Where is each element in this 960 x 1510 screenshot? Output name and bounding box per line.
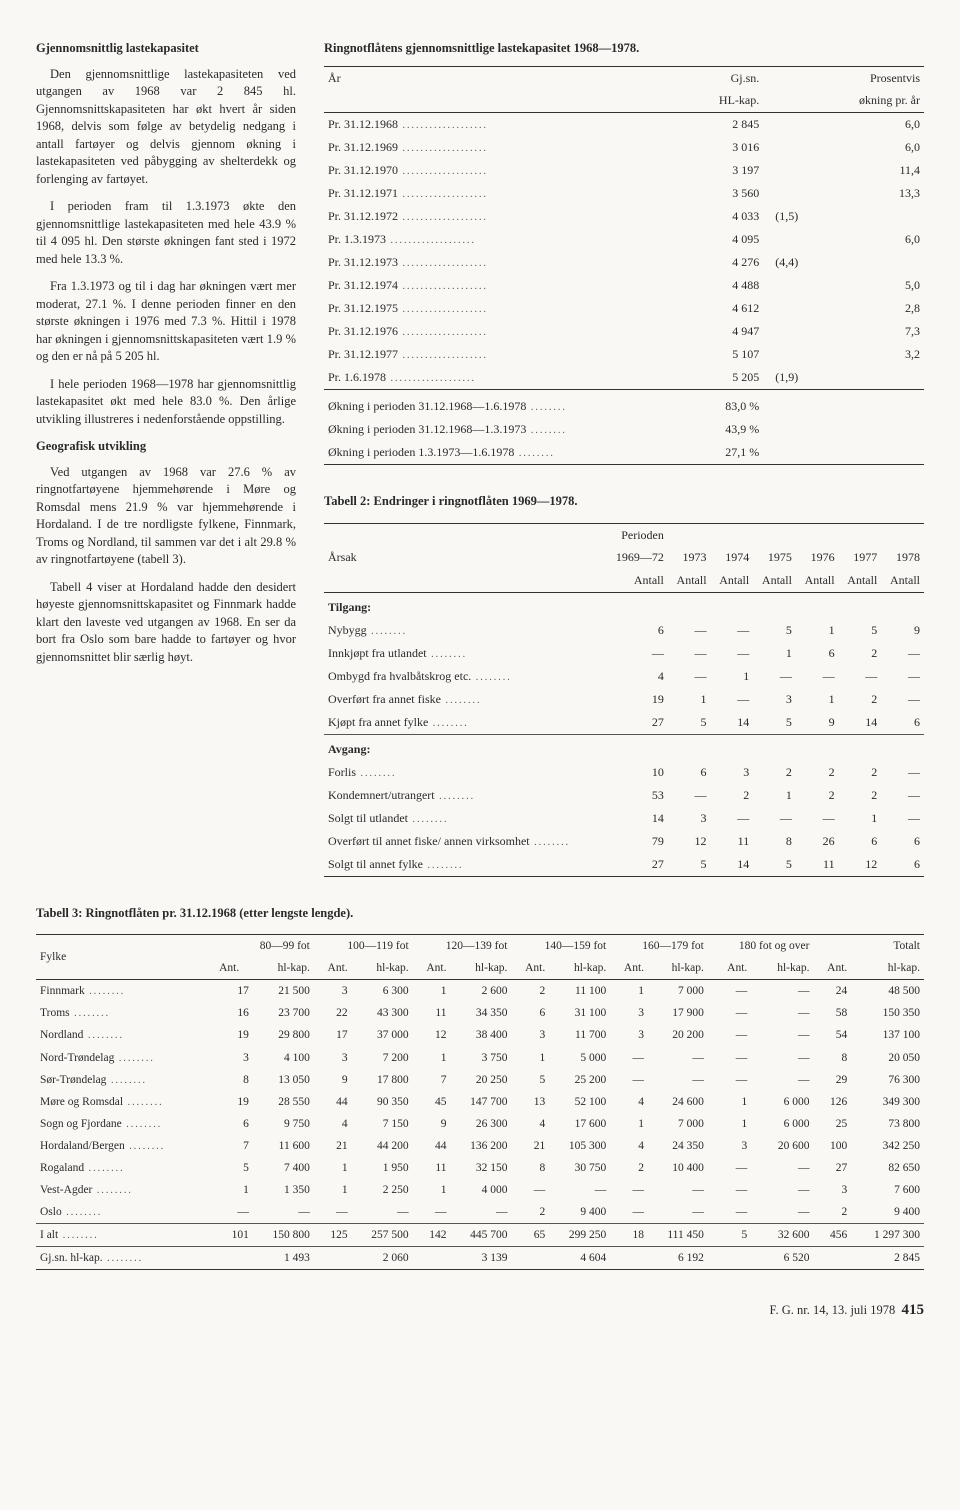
- body-text-column: Gjennomsnittlig lastekapasitet Den gjenn…: [36, 40, 296, 877]
- table-row: Pr. 31.12.19754 6122,8: [324, 297, 924, 320]
- paragraph: Fra 1.3.1973 og til i dag har økningen v…: [36, 278, 296, 366]
- page-footer: F. G. nr. 14, 13. juli 1978 415: [36, 1300, 924, 1321]
- paragraph: Den gjennomsnittlige lastekapasiteten ve…: [36, 66, 296, 189]
- table-row: Solgt til annet fylke27514511126: [324, 853, 924, 877]
- table-row: Pr. 31.12.19724 033(1,5): [324, 205, 924, 228]
- table1-title: Ringnotflåtens gjennomsnittlige lastekap…: [324, 40, 924, 58]
- table-row: Sogn og Fjordane69 75047 150926 300417 6…: [36, 1113, 924, 1135]
- table-row: Økning i perioden 1.3.1973—1.6.197827,1 …: [324, 441, 924, 465]
- table-row: Pr. 1.6.19785 205(1,9): [324, 366, 924, 390]
- table-row: Kjøpt fra annet fylke2751459146: [324, 711, 924, 735]
- table-row: Forlis1063222—: [324, 761, 924, 784]
- table-row: Pr. 31.12.19713 56013,3: [324, 182, 924, 205]
- table-row: Nordland1929 8001737 0001238 400311 7003…: [36, 1024, 924, 1046]
- table-row: Vest-Agder11 35012 25014 000——————37 600: [36, 1179, 924, 1201]
- table-row: Sør-Trøndelag813 050917 800720 250525 20…: [36, 1069, 924, 1091]
- table-row: Pr. 31.12.19693 0166,0: [324, 136, 924, 159]
- table-row: Pr. 31.12.19764 9477,3: [324, 320, 924, 343]
- table-row: Økning i perioden 31.12.1968—1.6.197883,…: [324, 390, 924, 419]
- table-row: I alt101150 800125257 500142445 70065299…: [36, 1224, 924, 1247]
- paragraph: Tabell 4 viser at Hordaland hadde den de…: [36, 579, 296, 667]
- table-row: Pr. 31.12.19775 1073,2: [324, 343, 924, 366]
- table-capacity: År Gj.sn. Prosentvis HL-kap. økning pr. …: [324, 66, 924, 466]
- table-row: Nybygg6——5159: [324, 619, 924, 642]
- table-row: Oslo——————29 400————29 400: [36, 1201, 924, 1224]
- table-row: Rogaland57 40011 9501132 150830 750210 4…: [36, 1157, 924, 1179]
- table-row: Nord-Trøndelag34 10037 20013 75015 000——…: [36, 1047, 924, 1069]
- table-row: Pr. 31.12.19744 4885,0: [324, 274, 924, 297]
- table-row: Pr. 31.12.19734 276(4,4): [324, 251, 924, 274]
- paragraph: Ved utgangen av 1968 var 27.6 % av ringn…: [36, 464, 296, 569]
- paragraph: I hele perioden 1968—1978 har gjennomsni…: [36, 376, 296, 429]
- table-row: Overført til annet fiske/ annen virksomh…: [324, 830, 924, 853]
- table-row: Økning i perioden 31.12.1968—1.3.197343,…: [324, 418, 924, 441]
- table-row: Ombygd fra hvalbåtskrog etc.4—1————: [324, 665, 924, 688]
- heading-capacity: Gjennomsnittlig lastekapasitet: [36, 40, 296, 58]
- table-row: Gj.sn. hl-kap.1 4932 0603 1394 6046 1926…: [36, 1247, 924, 1270]
- table-row: Pr. 1.3.19734 0956,0: [324, 228, 924, 251]
- table-fleet-by-county: Fylke 80—99 fot 100—119 fot 120—139 fot …: [36, 934, 924, 1270]
- paragraph: I perioden fram til 1.3.1973 økte den gj…: [36, 198, 296, 268]
- table-row: Pr. 31.12.19703 19711,4: [324, 159, 924, 182]
- table2-title: Tabell 2: Endringer i ringnotflåten 1969…: [324, 493, 924, 511]
- table-row: Troms1623 7002243 3001134 350631 100317 …: [36, 1002, 924, 1024]
- table-row: Overført fra annet fiske191—312—: [324, 688, 924, 711]
- table-row: Møre og Romsdal1928 5504490 35045147 700…: [36, 1091, 924, 1113]
- table-row: Pr. 31.12.19682 8456,0: [324, 113, 924, 137]
- table-changes: Perioden Årsak 1969—72 1973 1974 1975 19…: [324, 523, 924, 877]
- table-row: Innkjøpt fra utlandet———162—: [324, 642, 924, 665]
- heading-geo: Geografisk utvikling: [36, 438, 296, 456]
- table-row: Finnmark1721 50036 30012 600211 10017 00…: [36, 980, 924, 1003]
- table-row: Solgt til utlandet143———1—: [324, 807, 924, 830]
- table-row: Hordaland/Bergen711 6002144 20044136 200…: [36, 1135, 924, 1157]
- table3-title: Tabell 3: Ringnotflåten pr. 31.12.1968 (…: [36, 905, 924, 923]
- table-row: Kondemnert/utrangert53—2122—: [324, 784, 924, 807]
